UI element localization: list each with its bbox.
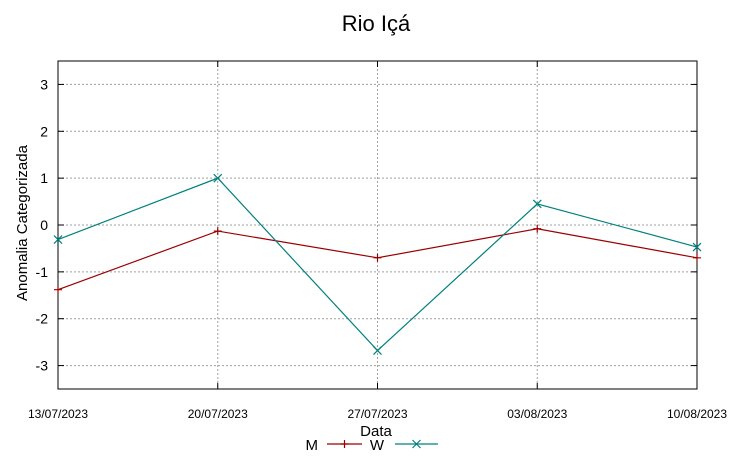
- plot-frame: [57, 60, 698, 390]
- legend-label-W: W: [370, 437, 385, 454]
- x-tick-label: 20/07/2023: [188, 407, 248, 421]
- x-tick-label: 03/08/2023: [507, 407, 567, 421]
- y-tick-label: 1: [40, 170, 48, 186]
- y-tick-label: 3: [40, 76, 48, 92]
- ticks: 3 2 1 0 -1 -2 -3 13/07/2023 20/07/2023 27/07/2023…: [28, 61, 727, 421]
- y-tick-label: -3: [36, 358, 49, 374]
- data-point-W: [532, 199, 542, 209]
- x-axis-label: Data: [360, 423, 392, 440]
- data-point-M: [373, 253, 382, 262]
- x-tick-label: 10/08/2023: [667, 407, 727, 421]
- legend-marker-M: [340, 440, 349, 448]
- legend-marker-W: [412, 439, 421, 449]
- series-M: [54, 224, 701, 294]
- data-point-W: [53, 235, 63, 244]
- data-point-W: [213, 173, 223, 183]
- y-tick-label: 0: [40, 217, 48, 233]
- series-W: [53, 173, 702, 356]
- data-point-W: [373, 346, 382, 356]
- grid: [58, 61, 697, 389]
- legend-label-M: M: [306, 437, 319, 454]
- data-point-M: [213, 227, 222, 236]
- chart-title: Rio Içá: [342, 11, 411, 36]
- y-tick-label: -1: [36, 264, 49, 280]
- data-point-M: [693, 253, 701, 262]
- y-tick-label: -2: [36, 311, 49, 327]
- data-point-W: [692, 242, 702, 252]
- data-point-M: [54, 285, 62, 294]
- y-tick-label: 2: [40, 123, 48, 139]
- x-tick-label: 13/07/2023: [28, 407, 88, 421]
- series-line-W: [57, 177, 698, 352]
- data-point-M: [533, 224, 542, 233]
- series-group: [53, 173, 702, 356]
- y-axis-label: Anomalia Categorizada: [14, 144, 31, 301]
- x-tick-label: 27/07/2023: [347, 407, 407, 421]
